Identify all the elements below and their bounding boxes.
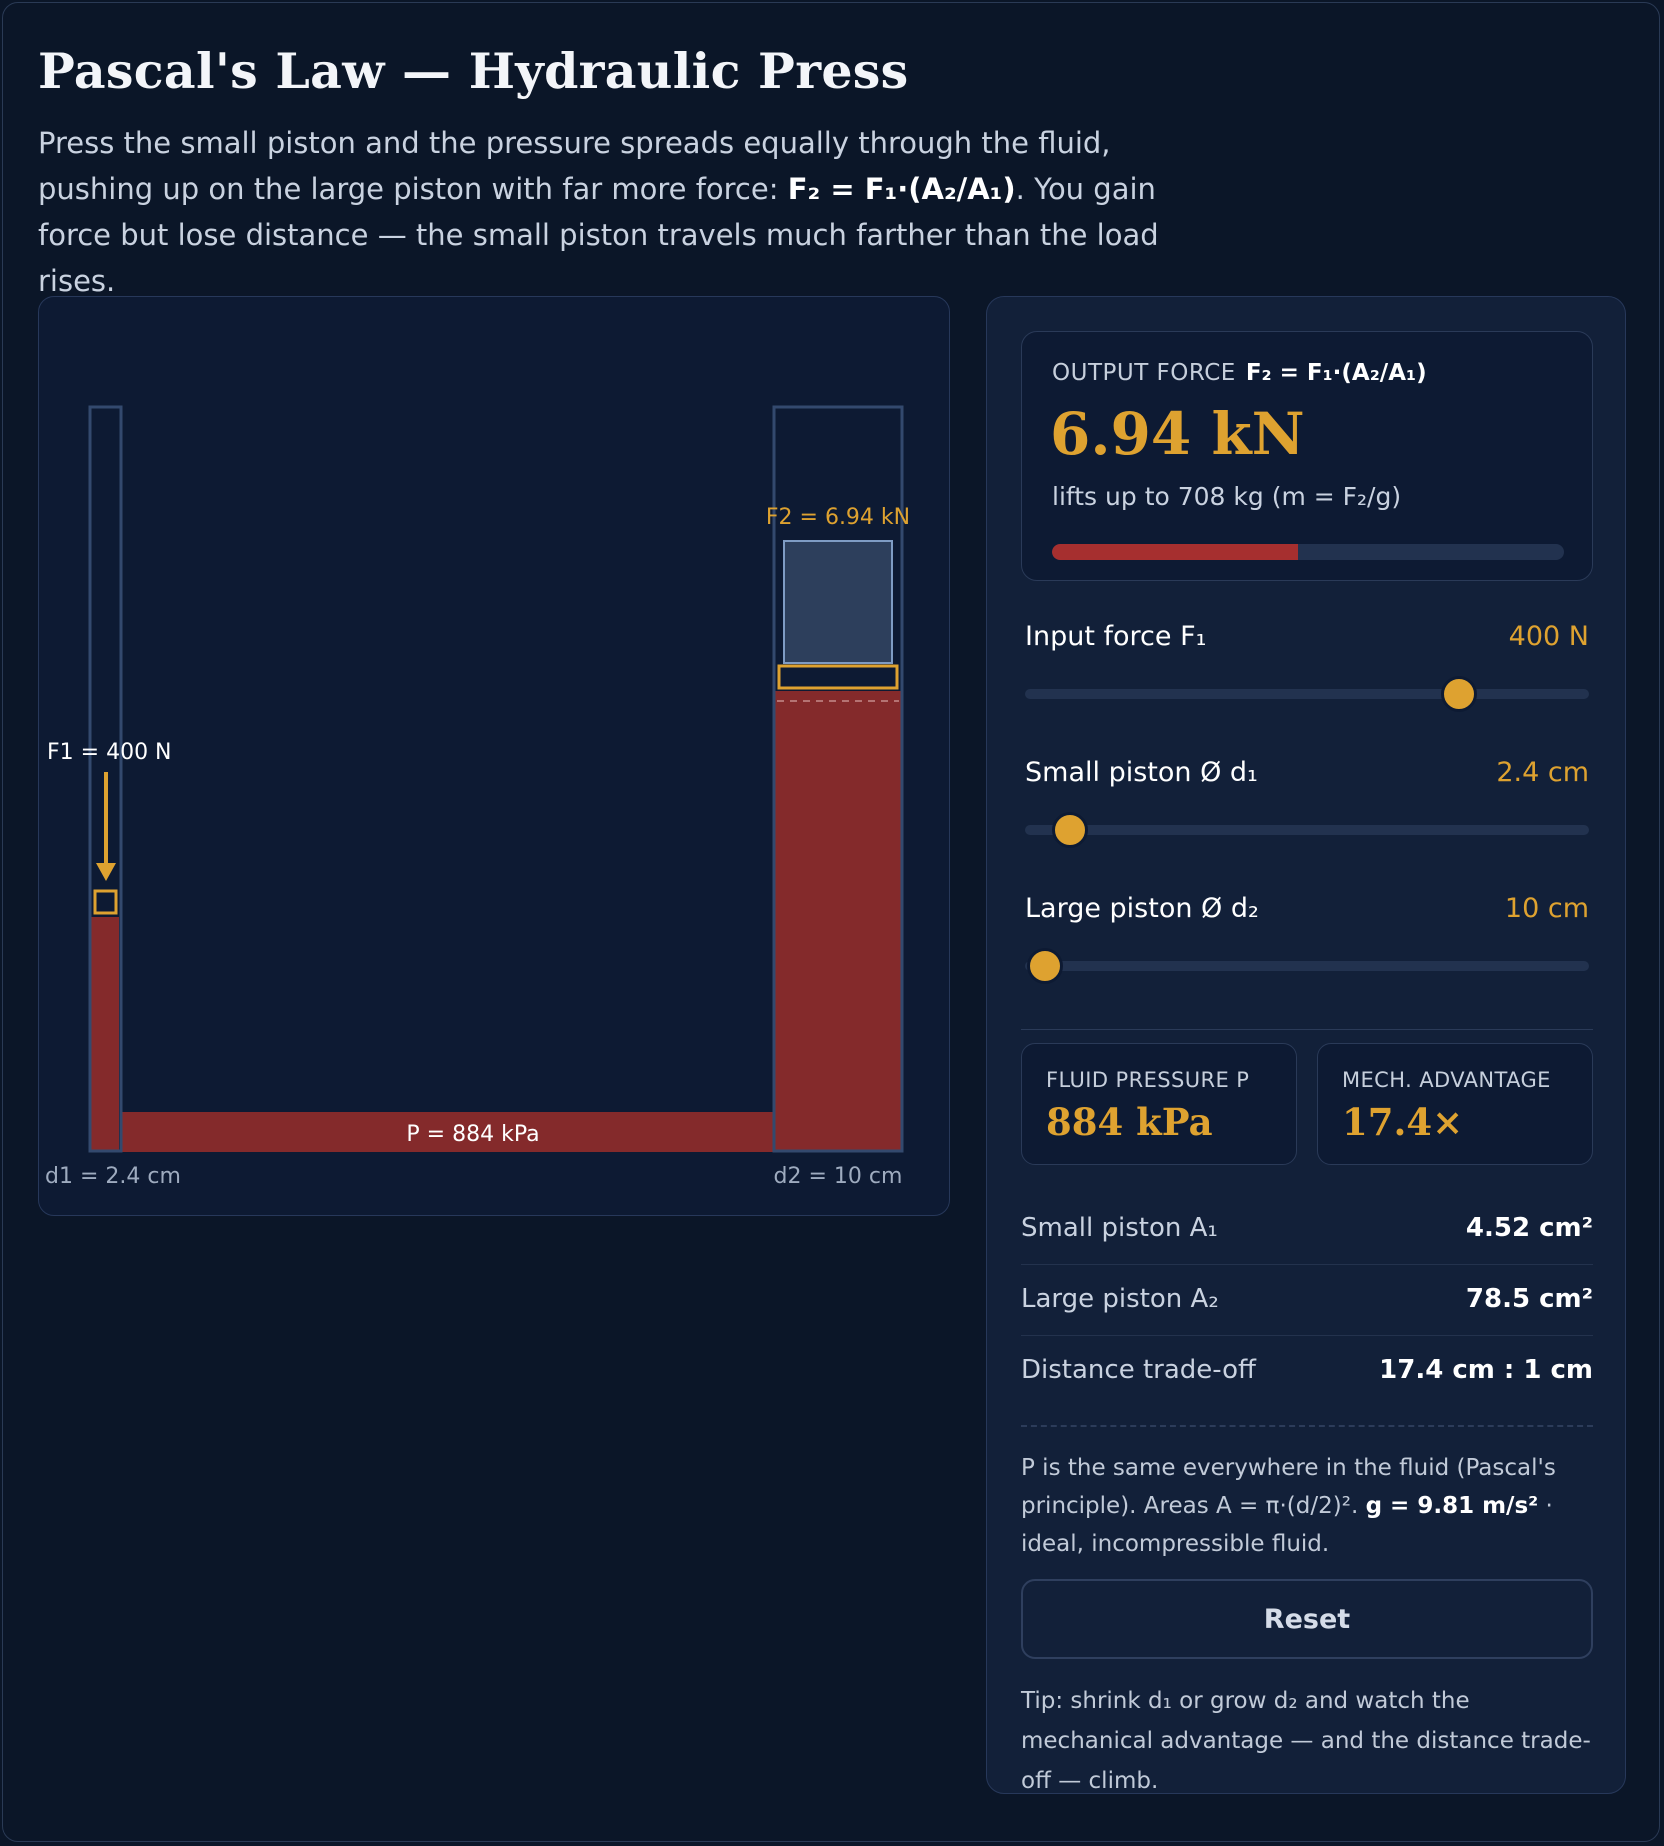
reset-button[interactable]: Reset <box>1021 1579 1593 1659</box>
slider-thumb[interactable] <box>1026 948 1063 984</box>
detail-label: Distance trade-off <box>1021 1355 1256 1385</box>
detail-label: Large piston A₂ <box>1021 1284 1219 1314</box>
detail-row-large-area: Large piston A₂ 78.5 cm² <box>1021 1274 1593 1344</box>
slider-thumb[interactable] <box>1441 676 1478 712</box>
slider-value: 400 N <box>1508 621 1589 652</box>
d1-label: d1 = 2.4 cm <box>45 1164 181 1189</box>
hydraulic-diagram: F1 = 400 N F2 = 6.94 kN P = 884 kPa d1 =… <box>38 296 950 1216</box>
intro-formula: F₂ = F₁·(A₂/A₁) <box>787 172 1016 206</box>
input-force-arrow-head <box>96 863 116 881</box>
intro-text: Press the small piston and the pressure … <box>38 120 1188 304</box>
slider-input-force: Input force F₁ 400 N <box>1025 621 1589 721</box>
slider-small-piston: Small piston Ø d₁ 2.4 cm <box>1025 757 1589 857</box>
detail-row-distance: Distance trade-off 17.4 cm : 1 cm <box>1021 1345 1593 1415</box>
output-force-label: OUTPUT FORCE F₂ = F₁·(A₂/A₁) <box>1052 360 1427 386</box>
output-force-card: OUTPUT FORCE F₂ = F₁·(A₂/A₁) 6.94 kN lift… <box>1021 331 1593 581</box>
page-title: Pascal's Law — Hydraulic Press <box>38 42 909 100</box>
dashed-divider <box>1021 1425 1593 1427</box>
slider-track[interactable] <box>1025 825 1589 835</box>
slider-value: 10 cm <box>1504 893 1589 924</box>
channel-fluid <box>121 1112 821 1152</box>
f2-label: F2 = 6.94 kN <box>766 505 910 530</box>
large-cylinder-fluid <box>775 691 901 1152</box>
output-label-text: OUTPUT FORCE <box>1052 360 1236 386</box>
controls-panel: OUTPUT FORCE F₂ = F₁·(A₂/A₁) 6.94 kN lift… <box>986 296 1626 1794</box>
small-piston[interactable] <box>93 889 118 915</box>
detail-label: Small piston A₁ <box>1021 1213 1218 1243</box>
detail-value: 78.5 cm² <box>1465 1284 1593 1314</box>
slider-thumb[interactable] <box>1052 812 1089 848</box>
section-divider <box>1021 1029 1593 1030</box>
fluid-pressure-value: 884 kPa <box>1046 1100 1213 1144</box>
pressure-label: P = 884 kPa <box>406 1122 539 1147</box>
output-formula: F₂ = F₁·(A₂/A₁) <box>1245 360 1427 386</box>
slider-large-piston: Large piston Ø d₂ 10 cm <box>1025 893 1589 993</box>
intro-part2: . You gain force but lose distance — the… <box>38 172 1159 298</box>
load-block <box>783 540 893 664</box>
mech-advantage-value: 17.4× <box>1342 1100 1464 1144</box>
detail-divider <box>1021 1264 1593 1265</box>
fluid-pressure-label: FLUID PRESSURE P <box>1046 1068 1250 1092</box>
small-cylinder-fluid <box>89 917 119 1152</box>
note-part1: P is the same everywhere in the fluid (P… <box>1021 1455 1556 1519</box>
slider-label: Input force F₁ <box>1025 621 1207 652</box>
small-cylinder-tube <box>88 405 123 1153</box>
slider-track[interactable] <box>1025 689 1589 699</box>
large-cylinder-tube <box>772 405 904 1153</box>
d2-label: d2 = 10 cm <box>774 1164 903 1189</box>
output-force-bar <box>1052 544 1564 560</box>
slider-label: Large piston Ø d₂ <box>1025 893 1259 924</box>
output-force-bar-fill <box>1052 544 1298 560</box>
tip-text: Tip: shrink d₁ or grow d₂ and watch the … <box>1021 1688 1591 1794</box>
note-gravity: g = 9.81 m/s² <box>1365 1493 1539 1519</box>
detail-value: 17.4 cm : 1 cm <box>1379 1355 1593 1385</box>
hydraulic-svg: F1 = 400 N F2 = 6.94 kN P = 884 kPa d1 =… <box>45 405 910 1189</box>
slider-track[interactable] <box>1025 961 1589 971</box>
large-piston[interactable] <box>777 664 899 690</box>
slider-label: Small piston Ø d₁ <box>1025 757 1258 788</box>
note-part2: · ideal, incompressible fluid. <box>1021 1493 1553 1557</box>
mech-advantage-card: MECH. ADVANTAGE 17.4× <box>1317 1043 1593 1165</box>
detail-value: 4.52 cm² <box>1465 1213 1593 1243</box>
mech-advantage-label: MECH. ADVANTAGE <box>1342 1068 1551 1092</box>
intro-part1: Press the small piston and the pressure … <box>38 126 1111 206</box>
detail-row-small-area: Small piston A₁ 4.52 cm² <box>1021 1203 1593 1273</box>
f1-label: F1 = 400 N <box>47 740 172 765</box>
output-force-value: 6.94 kN <box>1050 400 1305 468</box>
physics-note: P is the same everywhere in the fluid (P… <box>1021 1449 1601 1563</box>
detail-divider <box>1021 1335 1593 1336</box>
fluid-pressure-card: FLUID PRESSURE P 884 kPa <box>1021 1043 1297 1165</box>
slider-value: 2.4 cm <box>1496 757 1589 788</box>
lift-mass-text: lifts up to 708 kg (m = F₂/g) <box>1052 482 1402 511</box>
